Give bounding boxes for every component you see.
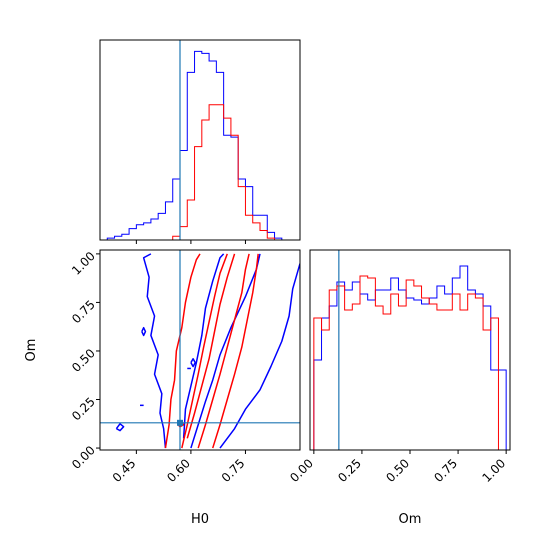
joint-y-tick-label-4: 1.00 bbox=[69, 249, 98, 278]
om-histogram-series-1 bbox=[313, 275, 507, 451]
contour-series-0-line-4 bbox=[115, 423, 125, 432]
joint-x-tick-label-1: 0.60 bbox=[164, 456, 193, 485]
om-x-tick-label-1: 0.25 bbox=[335, 456, 364, 485]
h0-histogram-series-0 bbox=[100, 50, 297, 241]
contour-series-1-line-3 bbox=[197, 253, 250, 449]
om-x-tick-label-4: 1.00 bbox=[479, 456, 508, 485]
contour-series-1-line-2 bbox=[186, 253, 236, 439]
contour-series-0-line-2 bbox=[182, 253, 225, 439]
joint-y-tick-label-1: 0.25 bbox=[69, 395, 98, 424]
h0-marginal-frame bbox=[99, 39, 301, 241]
joint-x-tick-label-0: 0.45 bbox=[110, 456, 139, 485]
joint-y-tick-label-2: 0.50 bbox=[69, 346, 98, 375]
x-axis-label-om: Om bbox=[399, 512, 422, 527]
om-x-tick-label-2: 0.50 bbox=[383, 456, 412, 485]
contour-series-0-line-1 bbox=[190, 253, 261, 449]
contour-series-1-line-0 bbox=[164, 253, 201, 449]
om-histogram-series-0 bbox=[313, 265, 507, 450]
y-axis-label-om: Om bbox=[24, 339, 39, 362]
h0-marginal-panel bbox=[99, 39, 301, 244]
joint-x-tick-label-2: 0.75 bbox=[219, 456, 248, 485]
joint-panel: 0.45 0.60 0.75 0.00 0.25 0.50 0.75 1.00 H0 Om bbox=[24, 249, 301, 527]
om-x-tick-label-0: 0.00 bbox=[287, 456, 316, 485]
joint-frame bbox=[99, 249, 301, 451]
joint-y-tick-label-3: 0.75 bbox=[69, 297, 98, 326]
joint-y-tick-label-0: 0.00 bbox=[69, 443, 98, 472]
x-axis-label-h0: H0 bbox=[191, 512, 209, 527]
contour-series-1-line-4 bbox=[212, 253, 259, 449]
om-x-tick-label-3: 0.75 bbox=[431, 456, 460, 485]
contour-series-0-line-3 bbox=[219, 263, 300, 449]
joint-truth-marker bbox=[177, 419, 183, 426]
om-marginal-panel: 0.00 0.25 0.50 0.75 1.00 Om bbox=[287, 249, 511, 527]
contour-series-0-line-5 bbox=[141, 326, 147, 337]
contour-series-0-line-6 bbox=[190, 357, 197, 368]
contour-series-1-line-1 bbox=[181, 253, 228, 449]
contour-series-0-line-0 bbox=[142, 253, 167, 449]
